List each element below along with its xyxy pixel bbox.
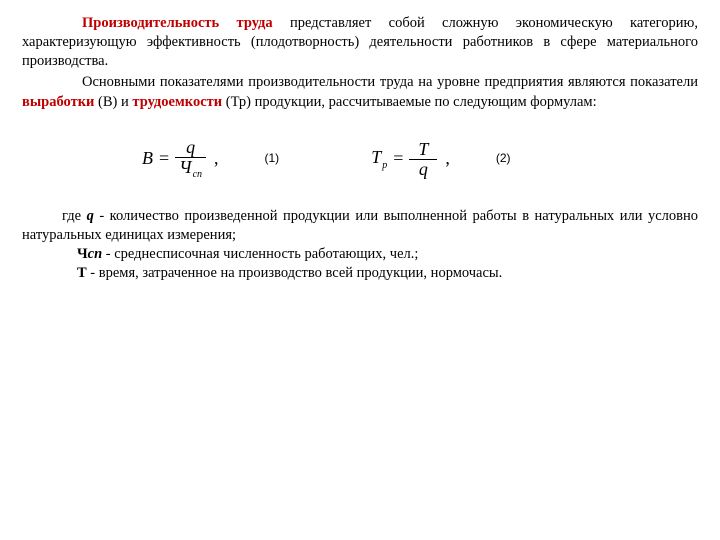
- def-q-text: - количество произведенной продукции или…: [22, 208, 698, 243]
- def-q-pre: где: [62, 208, 87, 224]
- eq2-lhs-main: T: [371, 147, 381, 167]
- eq1-den: Чсп: [175, 157, 206, 181]
- def-q: где q - количество произведенной продукц…: [22, 207, 698, 245]
- eq1-den-sub: сп: [193, 169, 202, 180]
- def-ch-sym: Чсп: [77, 246, 102, 262]
- def-ch-sym-main: Ч: [77, 246, 88, 262]
- p2-a: Основными показателями производительност…: [82, 74, 698, 90]
- equation-2: Tр = T q ,: [371, 140, 450, 179]
- eq2-comma: ,: [445, 147, 450, 171]
- def-q-sym: q: [87, 208, 94, 224]
- term-productivity: Производительность труда: [82, 15, 273, 31]
- term-labor-input: трудоемкости: [132, 94, 222, 110]
- def-ch-text: - среднесписочная численность работающих…: [102, 246, 418, 262]
- eq2-num: T: [409, 140, 437, 159]
- eq1-num: q: [177, 138, 205, 157]
- formula-row: B = q Чсп , (1) Tр = T q , (2): [22, 138, 698, 181]
- p2-c: (В) и: [94, 94, 132, 110]
- eq1-comma: ,: [214, 147, 219, 171]
- eq2-lhs-sub: р: [382, 160, 387, 171]
- paragraph-1: Производительность труда представляет со…: [22, 14, 698, 71]
- eq1-fraction: q Чсп: [175, 138, 206, 181]
- eq2-lhs: Tр: [371, 146, 387, 172]
- def-ch-sym-sub: сп: [88, 246, 103, 262]
- def-ch: Чсп - среднесписочная численность работа…: [22, 245, 698, 264]
- p2-e: (Тр) продукции, рассчитываемые по следую…: [222, 94, 597, 110]
- eq1-equals: =: [159, 147, 169, 171]
- def-t-sym: Т: [77, 265, 87, 281]
- eq1-label: (1): [265, 151, 280, 167]
- def-t-text: - время, затраченное на производство все…: [87, 265, 503, 281]
- eq2-fraction: T q: [409, 140, 437, 179]
- eq2-label: (2): [496, 151, 511, 167]
- eq1-lhs: B: [142, 147, 153, 171]
- eq1-den-main: Ч: [179, 157, 191, 177]
- eq2-equals: =: [393, 147, 403, 171]
- def-t: Т - время, затраченное на производство в…: [22, 264, 698, 283]
- definitions: где q - количество произведенной продукц…: [22, 207, 698, 284]
- document-page: Производительность труда представляет со…: [0, 0, 720, 293]
- term-output: выработки: [22, 94, 94, 110]
- eq2-den: q: [409, 159, 437, 179]
- equation-1: B = q Чсп ,: [142, 138, 219, 181]
- paragraph-2: Основными показателями производительност…: [22, 73, 698, 111]
